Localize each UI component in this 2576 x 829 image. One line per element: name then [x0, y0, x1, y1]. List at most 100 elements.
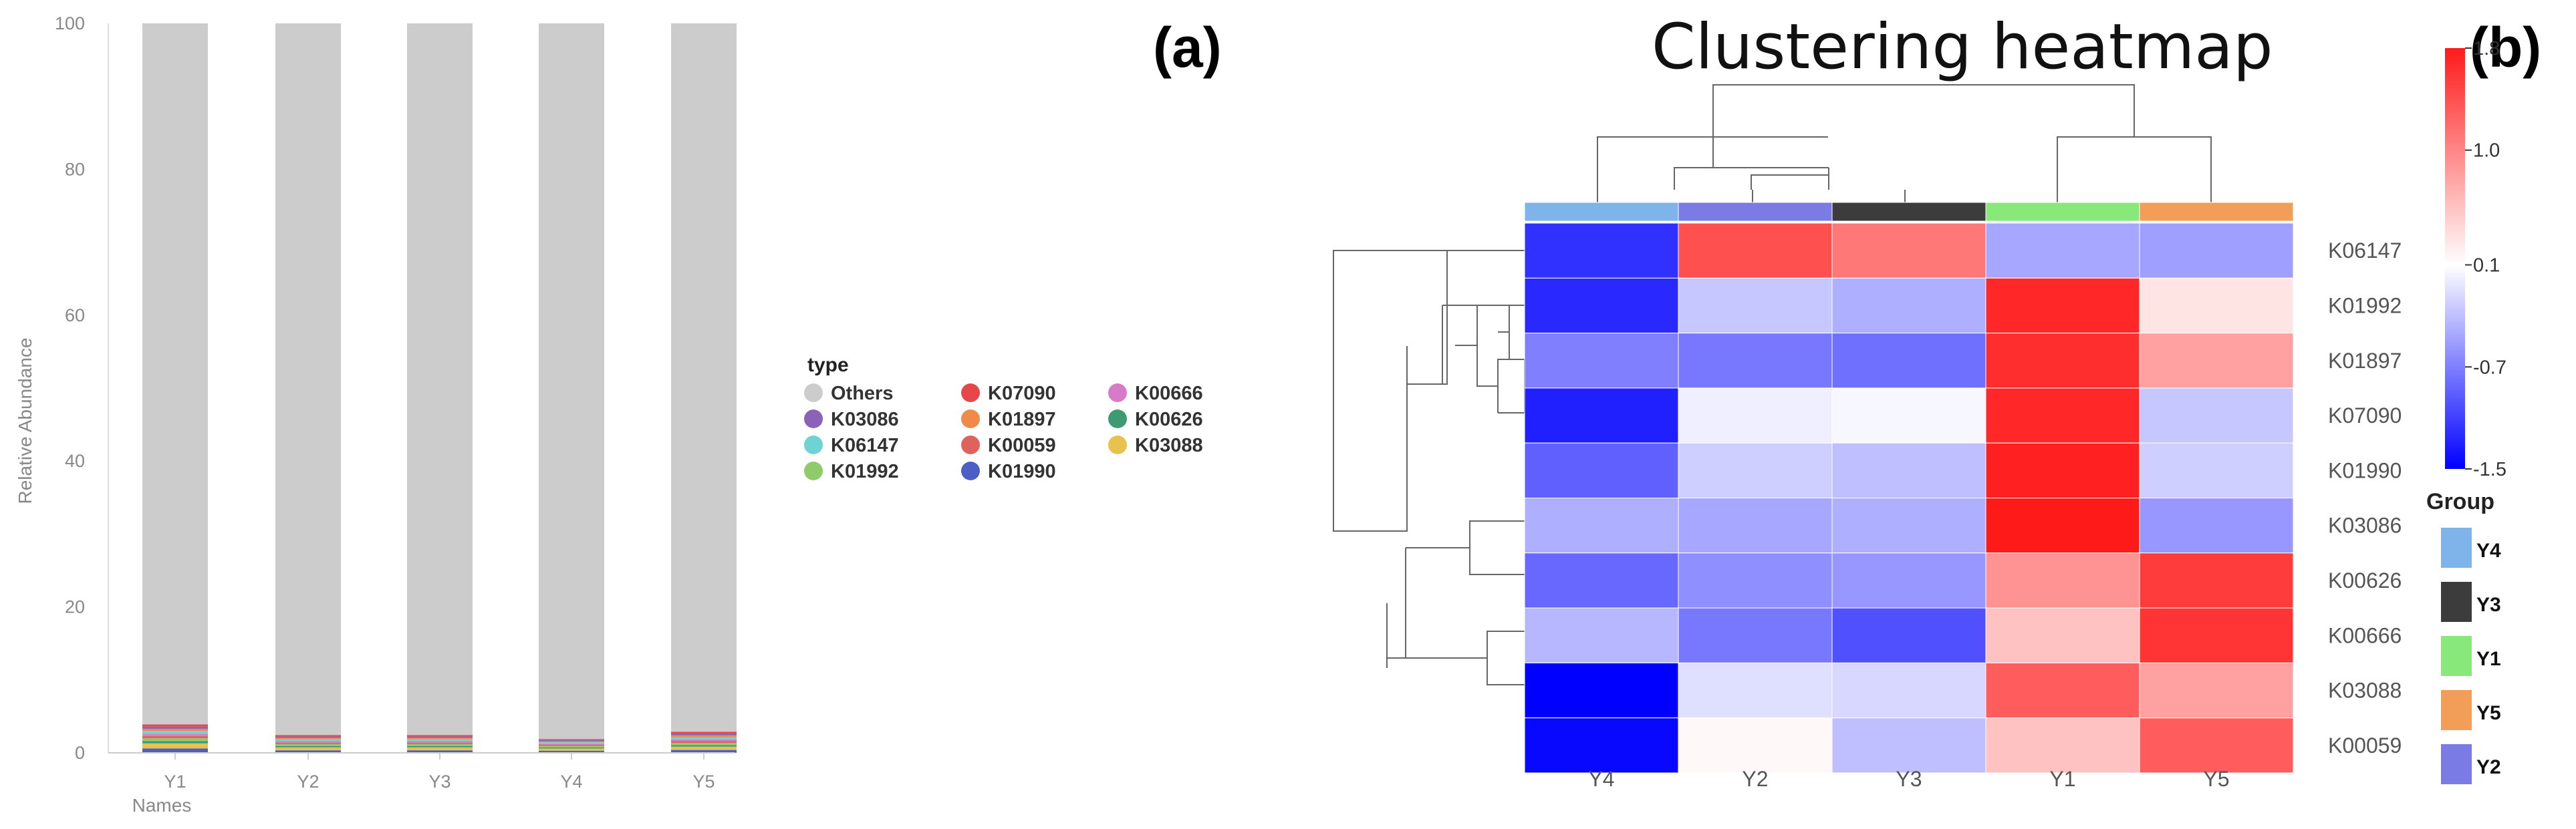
group-bar-y1	[1985, 202, 2140, 222]
group-color-bar	[1524, 202, 2294, 222]
heatmap-cell-k03086-y1	[1985, 498, 2140, 554]
heatmap-cell-k00626-y1	[1985, 552, 2140, 609]
group-swatch-y2	[2441, 744, 2472, 784]
y-tick-label: 20	[65, 597, 85, 617]
bar-segment-k06147-y5	[671, 737, 737, 739]
heatmap-cell-k03088-y3	[1831, 662, 1986, 719]
panel-label-a: (a)	[1153, 16, 1222, 79]
bar-segment-k01992-y5	[671, 743, 737, 745]
heatmap-cell-k00059-y5	[2139, 717, 2294, 774]
heatmap-cell-k06147-y2	[1678, 222, 1833, 279]
bar-segment-others-y1	[142, 23, 208, 725]
bar-segment-k06147-y4	[539, 742, 604, 744]
row-label-k00626: K00626	[2328, 568, 2402, 593]
bar-segment-k01992-y3	[407, 743, 473, 746]
group-swatch-y4	[2441, 528, 2472, 568]
legend-swatch-k01992	[804, 462, 823, 480]
heatmap-cell-k01992-y4	[1524, 277, 1679, 334]
colorbar: 1.8 1.0 0.1 -0.7 -1.5	[2445, 38, 2506, 480]
group-label-y4: Y4	[2476, 540, 2501, 562]
bar-segment-k00666-y2	[275, 741, 341, 743]
bar-segment-k03088-y2	[275, 747, 341, 751]
legend-label-k01897: K01897	[988, 409, 1056, 430]
heatmap-cell-k00666-y3	[1831, 607, 1986, 663]
y-tick-label: 80	[65, 159, 85, 179]
heatmap-cell-k01990-y1	[1985, 442, 2140, 499]
heatmap-cell-k00666-y4	[1524, 607, 1679, 663]
heatmap-title: Clustering heatmap	[1652, 11, 2273, 84]
bar-segment-k03086-y1	[142, 726, 208, 729]
group-swatch-y3	[2441, 582, 2472, 622]
legend-label-k00626: K00626	[1135, 409, 1203, 430]
column-label-y3: Y3	[1896, 767, 1922, 791]
colorbar-tick-label: -1.5	[2473, 459, 2506, 480]
colorbar-tick-label: 1.8	[2473, 38, 2500, 59]
heatmap-cell-k01990-y2	[1678, 442, 1833, 499]
bar-segment-k01897-y5	[671, 735, 737, 737]
legend: type Others K03086 K06147 K01992 K07090 K0189…	[804, 354, 1203, 482]
bar-segment-others-y2	[275, 23, 341, 735]
column-label-y4: Y4	[1588, 767, 1614, 791]
legend-swatch-k01897	[961, 409, 980, 428]
legend-label-k01992: K01992	[831, 461, 899, 482]
row-label-k03088: K03088	[2328, 679, 2402, 703]
colorbar-ticks: 1.8 1.0 0.1 -0.7 -1.5	[2465, 38, 2506, 480]
column-label-y2: Y2	[1742, 767, 1768, 791]
column-dendrogram	[1597, 84, 2212, 205]
legend-swatch-k03088	[1108, 436, 1127, 454]
legend-swatch-others	[804, 383, 823, 402]
group-label-y1: Y1	[2476, 648, 2501, 670]
bar-segment-k00059-y4	[539, 744, 604, 746]
heatmap-cell-k07090-y4	[1524, 387, 1679, 444]
bar-segment-k01992-y4	[539, 745, 604, 748]
row-label-k00666: K00666	[2328, 623, 2402, 647]
legend-swatch-k01990	[961, 462, 980, 480]
colorbar-tick-label: 1.0	[2473, 140, 2500, 162]
bar-segment-k00059-y2	[275, 742, 341, 744]
column-labels: Y4 Y2 Y3 Y1 Y5	[1588, 767, 2229, 791]
group-swatch-y1	[2441, 636, 2472, 676]
heatmap-cell-k06147-y1	[1985, 222, 2140, 279]
legend-swatch-k06147	[804, 436, 823, 454]
bar-segment-k00666-y1	[142, 733, 208, 736]
bar-segment-k00626-y2	[275, 745, 341, 748]
bar-segment-others-y5	[671, 23, 737, 732]
y-tick-label: 40	[65, 451, 85, 471]
x-axis: Y1 Y2 Y3 Y4 Y5	[108, 752, 735, 792]
heatmap-cell-k00626-y3	[1831, 552, 1986, 609]
bar-segment-k01990-y5	[671, 750, 737, 753]
heatmap-cell-k01897-y4	[1524, 333, 1679, 389]
bar-segment-k01990-y2	[275, 750, 341, 753]
heatmap-cell-k00059-y4	[1524, 717, 1679, 774]
bar-segment-k06147-y3	[407, 739, 473, 741]
bar-segment-k01897-y2	[275, 737, 341, 739]
bar-segment-k07090-y3	[407, 735, 473, 737]
row-label-k01990: K01990	[2328, 458, 2402, 482]
heatmap-cell-k00626-y5	[2139, 552, 2294, 609]
legend-label-others: Others	[831, 383, 893, 404]
heatmap-cell-k01897-y5	[2139, 333, 2294, 389]
legend-swatch-k00059	[961, 436, 980, 454]
heatmap-cell-k00059-y1	[1985, 717, 2140, 774]
x-tick-label: Y5	[692, 772, 715, 792]
group-swatch-y5	[2441, 690, 2472, 730]
bar-segment-k00059-y3	[407, 742, 473, 744]
heatmap-cell-k07090-y5	[2139, 387, 2294, 444]
bar-segment-k06147-y2	[275, 739, 341, 741]
row-label-k06147: K06147	[2328, 238, 2402, 263]
bar-segment-k00666-y5	[671, 739, 737, 741]
row-dendrogram	[1333, 250, 1525, 685]
bar-segment-k01990-y3	[407, 750, 473, 753]
bar-segment-k00666-y3	[407, 741, 473, 743]
y-tick-label: 0	[75, 743, 85, 763]
group-bar-y4	[1524, 202, 1679, 222]
clustering-heatmap: Clustering heatmap (b)	[1333, 11, 2541, 791]
panel-label-b: (b)	[2470, 16, 2541, 79]
legend-swatch-k00626	[1108, 409, 1127, 428]
x-tick-label: Y1	[164, 772, 186, 792]
colorbar-tick-label: 0.1	[2473, 255, 2500, 277]
heatmap-cell-k07090-y3	[1831, 387, 1986, 444]
y-axis: 0 20 40 60 80 100	[55, 13, 109, 763]
heatmap-cell-k01992-y5	[2139, 277, 2294, 334]
heatmap-cell-k03088-y5	[2139, 662, 2294, 719]
